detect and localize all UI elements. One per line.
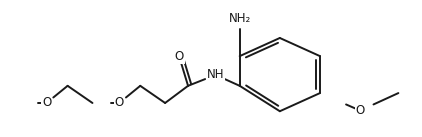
Text: NH₂: NH₂ — [229, 12, 251, 25]
Text: O: O — [115, 96, 124, 109]
Text: O: O — [355, 104, 365, 117]
Text: NH: NH — [207, 68, 225, 81]
Text: O: O — [42, 96, 51, 109]
Text: O: O — [175, 50, 184, 63]
